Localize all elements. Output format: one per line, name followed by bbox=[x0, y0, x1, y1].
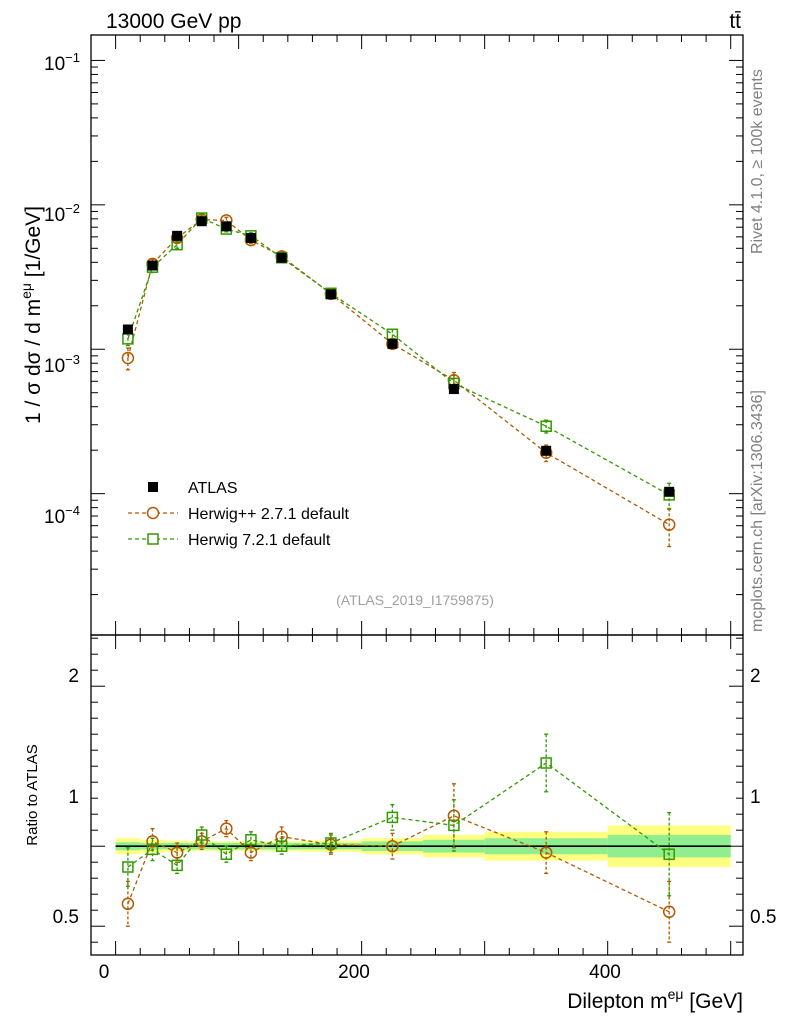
ratio-ytick-label-05-left: 0.5 bbox=[53, 907, 79, 928]
ratio-point-herwigpp bbox=[539, 846, 553, 859]
ratio-ytick-label-1-right: 1 bbox=[750, 787, 761, 808]
xtick-label-400: 400 bbox=[589, 962, 621, 983]
ytick-label-1e-2: 10−2 bbox=[44, 201, 80, 226]
point-herwigpp bbox=[386, 337, 399, 351]
rivet-version-text: Rivet 4.1.0, ≥ 100k events bbox=[749, 69, 766, 254]
ratio-point-herwigpp bbox=[662, 905, 676, 919]
legend-atlas-marker bbox=[148, 482, 158, 492]
point-atlas bbox=[196, 216, 207, 227]
ratio-point-herwig7 bbox=[220, 848, 233, 860]
analysis-id: (ATLAS_2019_I1759875) bbox=[336, 592, 494, 608]
ratio-point-herwigpp bbox=[220, 822, 233, 835]
ratio-point-herwigpp bbox=[195, 835, 208, 848]
ratio-point-herwig7 bbox=[245, 834, 257, 846]
axis-ticks bbox=[90, 35, 743, 955]
legend-herwigpp-label: Herwig++ 2.7.1 default bbox=[188, 506, 350, 523]
point-atlas bbox=[147, 260, 158, 271]
point-herwig7 bbox=[540, 420, 552, 432]
series-line-herwig7 bbox=[127, 217, 670, 496]
point-atlas bbox=[664, 486, 675, 497]
main-series bbox=[121, 212, 676, 548]
x-axis-label: Dilepton meμ [GeV] bbox=[567, 986, 743, 1013]
ratio-ytick-label-2-right: 2 bbox=[750, 666, 761, 687]
ratio-point-herwigpp bbox=[275, 830, 288, 843]
ratio-point-herwigpp bbox=[244, 846, 258, 859]
ratio-point-herwigpp bbox=[447, 809, 461, 823]
point-atlas bbox=[245, 232, 256, 243]
legend-herwig7-label: Herwig 7.2.1 default bbox=[188, 532, 331, 549]
point-atlas bbox=[172, 230, 183, 241]
series-line-herwigpp bbox=[127, 218, 670, 526]
ytick-label-1e-4: 10−4 bbox=[44, 503, 80, 528]
point-atlas bbox=[122, 324, 133, 335]
legend-herwigpp-marker bbox=[146, 506, 160, 520]
legend-atlas-label: ATLAS bbox=[188, 480, 238, 497]
point-atlas bbox=[541, 445, 552, 456]
xtick-label-200: 200 bbox=[338, 962, 370, 983]
ratio-point-herwig7 bbox=[195, 829, 208, 841]
ratio-series bbox=[121, 733, 676, 943]
energy-label: 13000 GeV pp bbox=[106, 10, 241, 33]
ratio-point-herwigpp bbox=[121, 897, 135, 911]
ratio-point-herwig7 bbox=[540, 757, 552, 769]
ytick-label-1e-3: 10−3 bbox=[44, 352, 80, 377]
ratio-point-herwig7 bbox=[146, 843, 159, 856]
point-atlas bbox=[448, 384, 459, 395]
ratio-line-herwigpp bbox=[127, 815, 670, 913]
point-herwigpp bbox=[662, 518, 676, 531]
ratio-ytick-label-2-left: 2 bbox=[68, 666, 79, 687]
ratio-point-herwig7 bbox=[122, 861, 134, 873]
main-y-axis-label: 1 / σ dσ / d meμ [1/GeV] bbox=[18, 206, 45, 424]
xtick-label-0: 0 bbox=[99, 962, 110, 983]
ratio-panel-frame bbox=[90, 634, 744, 956]
ratio-point-herwigpp bbox=[386, 839, 399, 853]
point-atlas bbox=[325, 289, 336, 300]
ratio-point-herwigpp bbox=[170, 846, 184, 859]
ratio-uncertainty-band bbox=[115, 825, 731, 867]
mcplots-text: mcplots.cern.ch [arXiv:1306.3436] bbox=[749, 390, 766, 632]
ytick-label-1e-1: 10−1 bbox=[44, 50, 80, 75]
legend: ATLAS Herwig++ 2.7.1 default Herwig 7.2.… bbox=[128, 480, 350, 549]
ratio-point-herwig7 bbox=[663, 848, 675, 860]
point-atlas bbox=[387, 338, 398, 349]
point-herwigpp bbox=[121, 351, 135, 365]
ratio-y-axis-label: Ratio to ATLAS bbox=[24, 744, 41, 845]
process-label: tt̄ bbox=[729, 10, 741, 33]
ratio-point-herwig7 bbox=[448, 819, 460, 832]
ratio-ytick-label-05-right: 0.5 bbox=[750, 907, 776, 928]
ratio-ytick-label-1-left: 1 bbox=[68, 787, 79, 808]
ratio-point-herwig7 bbox=[275, 840, 288, 852]
ratio-line-herwig7 bbox=[127, 762, 670, 868]
point-atlas bbox=[276, 252, 287, 263]
ratio-point-herwig7 bbox=[325, 837, 337, 849]
ratio-point-herwig7 bbox=[386, 811, 399, 824]
point-atlas bbox=[221, 221, 232, 232]
ratio-point-herwigpp bbox=[146, 835, 159, 848]
ratio-point-herwig7 bbox=[171, 859, 183, 872]
legend-herwig7-marker bbox=[147, 533, 159, 545]
